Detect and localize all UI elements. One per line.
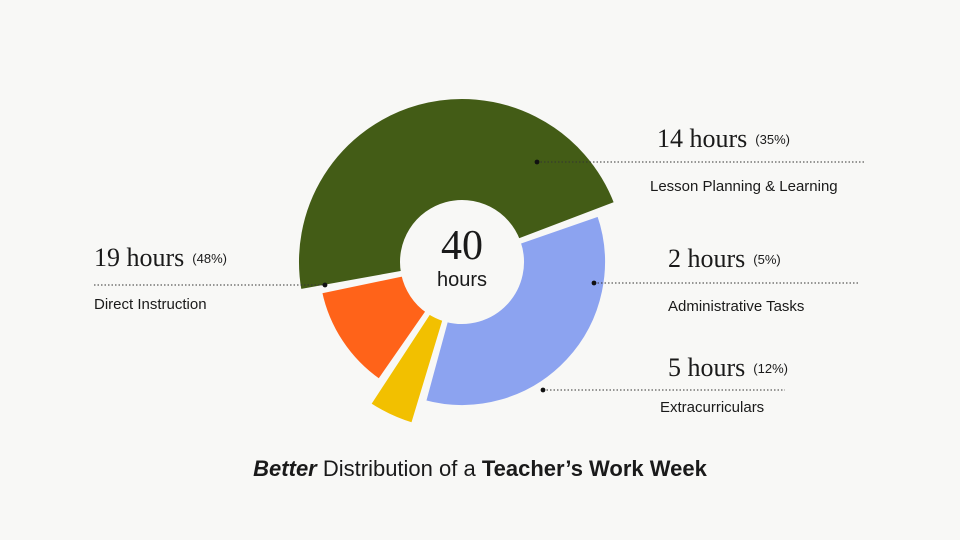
extracurriculars-hours: 5 hours [668, 353, 746, 382]
donut-segment-administrative [366, 310, 447, 427]
direct-instruction-hours: 19 hours [94, 243, 185, 272]
leader-dot-administrative [591, 280, 597, 286]
title-emphasis: Better [253, 456, 317, 481]
lesson-planning-percent: (35%) [755, 132, 790, 147]
donut-segment-lesson-planning [421, 212, 609, 409]
label-direct-instruction-value: 19 hours (48%) [94, 243, 227, 274]
title-strong: Teacher’s Work Week [481, 456, 707, 481]
leader-dot-extracurriculars [540, 387, 546, 393]
extracurriculars-name: Extracurriculars [660, 399, 765, 416]
administrative-percent: (5%) [753, 252, 781, 267]
extracurriculars-percent: (12%) [753, 361, 788, 376]
direct-instruction-name: Direct Instruction [94, 296, 207, 313]
leader-dot-direct-instruction [322, 282, 328, 288]
chart-title: Better Distribution of a Teacher’s Work … [0, 455, 960, 483]
total-unit: hours [436, 269, 488, 291]
title-middle: Distribution of a [316, 456, 482, 481]
label-extracurriculars-value: 5 hours (12%) [668, 353, 788, 384]
total-value: 40 [441, 223, 483, 269]
lesson-planning-name: Lesson Planning & Learning [650, 178, 838, 195]
direct-instruction-percent: (48%) [192, 251, 227, 266]
leader-dot-lesson-planning [534, 159, 540, 165]
label-administrative-value: 2 hours (5%) [668, 244, 781, 275]
label-lesson-planning-value: 14 hours (35%) [657, 124, 790, 155]
administrative-name: Administrative Tasks [668, 298, 805, 315]
lesson-planning-hours: 14 hours [657, 124, 748, 153]
administrative-hours: 2 hours [668, 244, 746, 273]
donut-segment-extracurriculars [318, 272, 430, 384]
donut-segment-direct-instruction [295, 95, 619, 294]
